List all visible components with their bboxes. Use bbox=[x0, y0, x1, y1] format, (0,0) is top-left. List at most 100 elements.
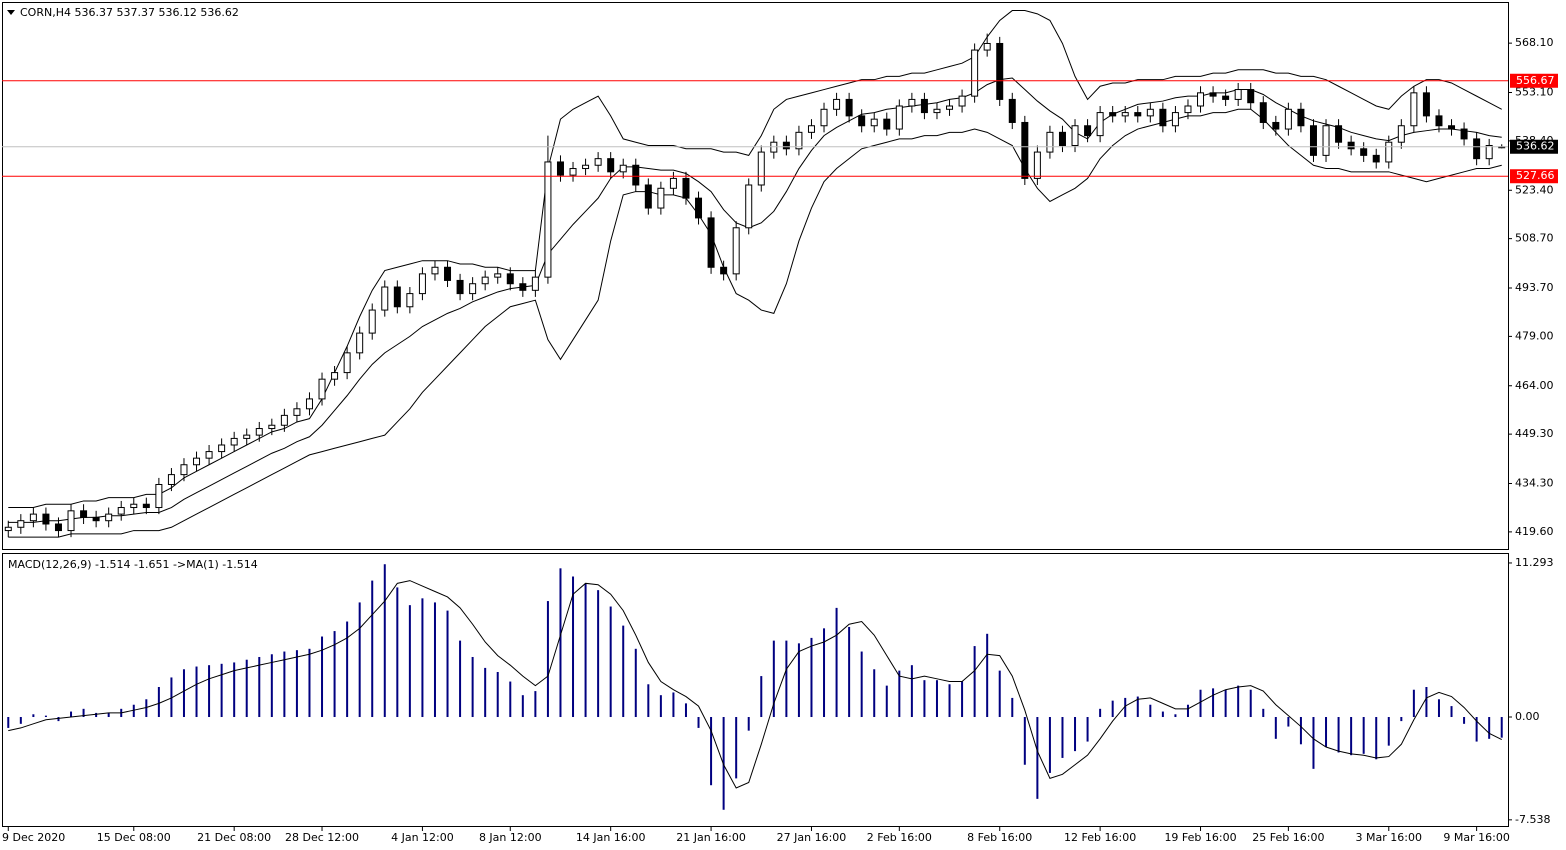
candle-body bbox=[305, 398, 313, 410]
candle-body bbox=[67, 510, 75, 532]
macd-bar bbox=[1061, 717, 1064, 758]
macd-bar bbox=[835, 607, 838, 718]
candle-body bbox=[230, 437, 238, 446]
candle-body bbox=[983, 42, 991, 51]
candle-body bbox=[1297, 108, 1305, 127]
macd-bar bbox=[82, 708, 85, 718]
macd-bar bbox=[684, 703, 687, 718]
candle-body bbox=[456, 279, 464, 295]
macd-bar bbox=[509, 681, 512, 718]
macd-bar bbox=[1036, 717, 1039, 799]
candle-body bbox=[1159, 108, 1167, 127]
macd-bar bbox=[1074, 717, 1077, 752]
macd-bar bbox=[1312, 717, 1315, 769]
macd-title: MACD(12,26,9) -1.514 -1.651 ->MA(1) -1.5… bbox=[8, 558, 258, 571]
macd-bar bbox=[233, 662, 236, 718]
candle-body bbox=[255, 428, 263, 436]
macd-bar bbox=[19, 717, 22, 724]
x-tick-label: 3 Mar 16:00 bbox=[1356, 831, 1422, 844]
macd-bar bbox=[245, 659, 248, 718]
candle-body bbox=[406, 293, 414, 308]
macd-bar bbox=[873, 669, 876, 718]
candle-body bbox=[167, 474, 175, 485]
macd-bar bbox=[848, 626, 851, 718]
candle-body bbox=[720, 266, 728, 275]
candle-body bbox=[1335, 125, 1343, 143]
macd-bar bbox=[283, 651, 286, 718]
candle-body bbox=[1234, 89, 1242, 100]
candle-body bbox=[1309, 125, 1317, 156]
macd-bar bbox=[961, 681, 964, 718]
candle-body bbox=[1422, 92, 1430, 117]
candle-body bbox=[971, 49, 979, 97]
macd-bar bbox=[622, 625, 625, 718]
x-tick-label: 2 Feb 16:00 bbox=[867, 831, 932, 844]
macd-bar bbox=[860, 651, 863, 718]
x-tick-label: 8 Jan 12:00 bbox=[479, 831, 542, 844]
x-tick-label: 15 Dec 08:00 bbox=[97, 831, 171, 844]
macd-bar bbox=[7, 717, 10, 728]
candle-body bbox=[368, 309, 376, 334]
macd-bar bbox=[358, 602, 361, 718]
candle-body bbox=[1473, 138, 1481, 160]
candle-body bbox=[105, 513, 113, 522]
price-panel bbox=[2, 2, 1509, 550]
macd-bar bbox=[1136, 696, 1139, 718]
macd-bar bbox=[321, 636, 324, 718]
macd-panel bbox=[2, 553, 1509, 827]
candle-body bbox=[669, 177, 677, 189]
candle-body bbox=[142, 503, 150, 509]
macd-bar bbox=[986, 633, 989, 718]
candle-body bbox=[1360, 148, 1368, 156]
macd-bar bbox=[484, 667, 487, 718]
candle-body bbox=[607, 158, 615, 173]
y-tick-label: 553.10 bbox=[1515, 86, 1554, 99]
candle-body bbox=[469, 283, 477, 295]
candle-body bbox=[1460, 128, 1468, 140]
macd-bar bbox=[1011, 697, 1014, 718]
candle-body bbox=[958, 95, 966, 107]
candle-body bbox=[481, 276, 489, 285]
candle-body bbox=[444, 266, 452, 281]
menu-triangle[interactable] bbox=[7, 10, 15, 15]
candle-body bbox=[155, 483, 163, 509]
candle-body bbox=[1096, 112, 1104, 137]
macd-bar bbox=[1086, 717, 1089, 742]
candle-body bbox=[883, 118, 891, 130]
candle-body bbox=[243, 434, 251, 439]
x-tick-label: 9 Dec 2020 bbox=[2, 831, 65, 844]
candle-body bbox=[331, 372, 339, 380]
macd-bar bbox=[208, 665, 211, 718]
candle-body bbox=[1410, 92, 1418, 127]
macd-bar bbox=[1362, 717, 1365, 754]
candle-body bbox=[1209, 92, 1217, 97]
candle-body bbox=[556, 161, 564, 176]
candle-body bbox=[418, 273, 426, 295]
macd-bar bbox=[1149, 704, 1152, 718]
macd-bar bbox=[1124, 697, 1127, 718]
candle-body bbox=[356, 332, 364, 354]
macd-bar bbox=[346, 621, 349, 718]
candle-body bbox=[4, 526, 12, 532]
candle-body bbox=[644, 184, 652, 209]
candle-body bbox=[757, 151, 765, 186]
candle-body bbox=[431, 266, 439, 275]
candle-body bbox=[381, 286, 389, 311]
macd-bar bbox=[1237, 685, 1240, 718]
macd-bar bbox=[433, 602, 436, 718]
candle-body bbox=[544, 161, 552, 278]
macd-bar bbox=[195, 666, 198, 718]
macd-bar bbox=[1111, 700, 1114, 718]
candle-body bbox=[745, 184, 753, 229]
macd-bar bbox=[973, 646, 976, 718]
y-tick-label: 568.10 bbox=[1515, 36, 1554, 49]
y-tick-label: 419.60 bbox=[1515, 525, 1554, 538]
candle-body bbox=[594, 158, 602, 166]
candle-body bbox=[1372, 154, 1380, 163]
macd-bar bbox=[1287, 717, 1290, 727]
current-price-label: 536.62 bbox=[1516, 140, 1555, 153]
macd-bar bbox=[747, 717, 750, 731]
candle-body bbox=[782, 141, 790, 150]
y-tick-label: 523.40 bbox=[1515, 183, 1554, 196]
macd-bar bbox=[157, 686, 160, 718]
